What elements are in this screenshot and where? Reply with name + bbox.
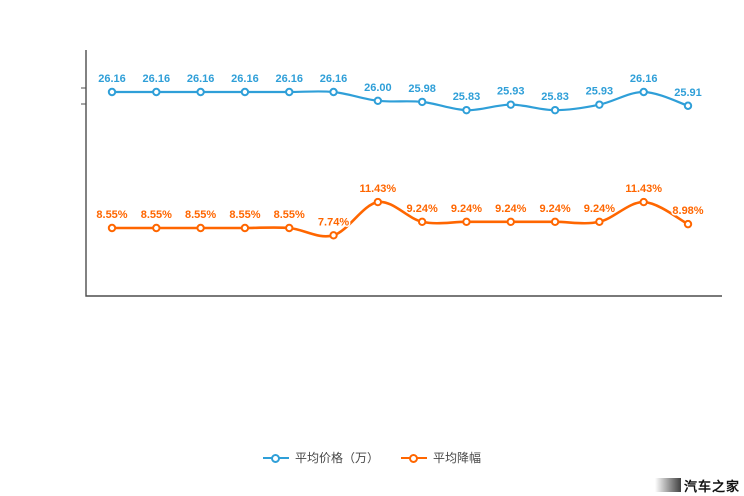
- svg-text:26.00: 26.00: [364, 82, 392, 94]
- svg-text:8.55%: 8.55%: [274, 209, 305, 221]
- svg-text:7.74%: 7.74%: [318, 216, 349, 228]
- svg-text:11.43%: 11.43%: [625, 183, 662, 195]
- svg-text:25.83: 25.83: [453, 91, 481, 103]
- line-series-marker-icon: [262, 453, 289, 463]
- svg-text:25.93: 25.93: [586, 86, 614, 98]
- watermark-fade: [654, 478, 681, 492]
- watermark: 汽车之家: [654, 476, 740, 494]
- svg-text:8.55%: 8.55%: [141, 209, 172, 221]
- svg-text:9.24%: 9.24%: [451, 203, 482, 215]
- svg-text:26.16: 26.16: [231, 73, 259, 85]
- legend-item-average-price[interactable]: 平均价格（万）: [262, 449, 379, 466]
- svg-text:26.16: 26.16: [98, 73, 126, 85]
- svg-text:8.98%: 8.98%: [672, 205, 703, 217]
- legend-label-average-price: 平均价格（万）: [294, 451, 379, 465]
- svg-text:25.83: 25.83: [541, 91, 569, 103]
- svg-text:26.16: 26.16: [320, 73, 348, 85]
- svg-text:26.16: 26.16: [275, 73, 303, 85]
- svg-text:8.55%: 8.55%: [185, 209, 216, 221]
- svg-text:25.91: 25.91: [674, 87, 702, 99]
- svg-text:26.16: 26.16: [143, 73, 171, 85]
- svg-text:26.16: 26.16: [630, 73, 658, 85]
- svg-text:11.43%: 11.43%: [359, 183, 396, 195]
- svg-text:9.24%: 9.24%: [539, 203, 570, 215]
- svg-text:9.24%: 9.24%: [407, 203, 438, 215]
- svg-text:8.55%: 8.55%: [229, 209, 260, 221]
- svg-text:25.98: 25.98: [408, 83, 436, 95]
- svg-text:9.24%: 9.24%: [584, 203, 615, 215]
- svg-text:26.16: 26.16: [187, 73, 215, 85]
- watermark-text: 汽车之家: [683, 478, 740, 494]
- svg-text:25.93: 25.93: [497, 86, 525, 98]
- legend-item-average-discount[interactable]: 平均降幅: [401, 449, 481, 466]
- svg-text:8.55%: 8.55%: [96, 209, 127, 221]
- svg-text:9.24%: 9.24%: [495, 203, 526, 215]
- line-series-marker-icon: [401, 453, 427, 463]
- chart-legend: 平均价格（万） 平均降幅: [0, 449, 744, 466]
- legend-label-average-discount: 平均降幅: [433, 451, 482, 465]
